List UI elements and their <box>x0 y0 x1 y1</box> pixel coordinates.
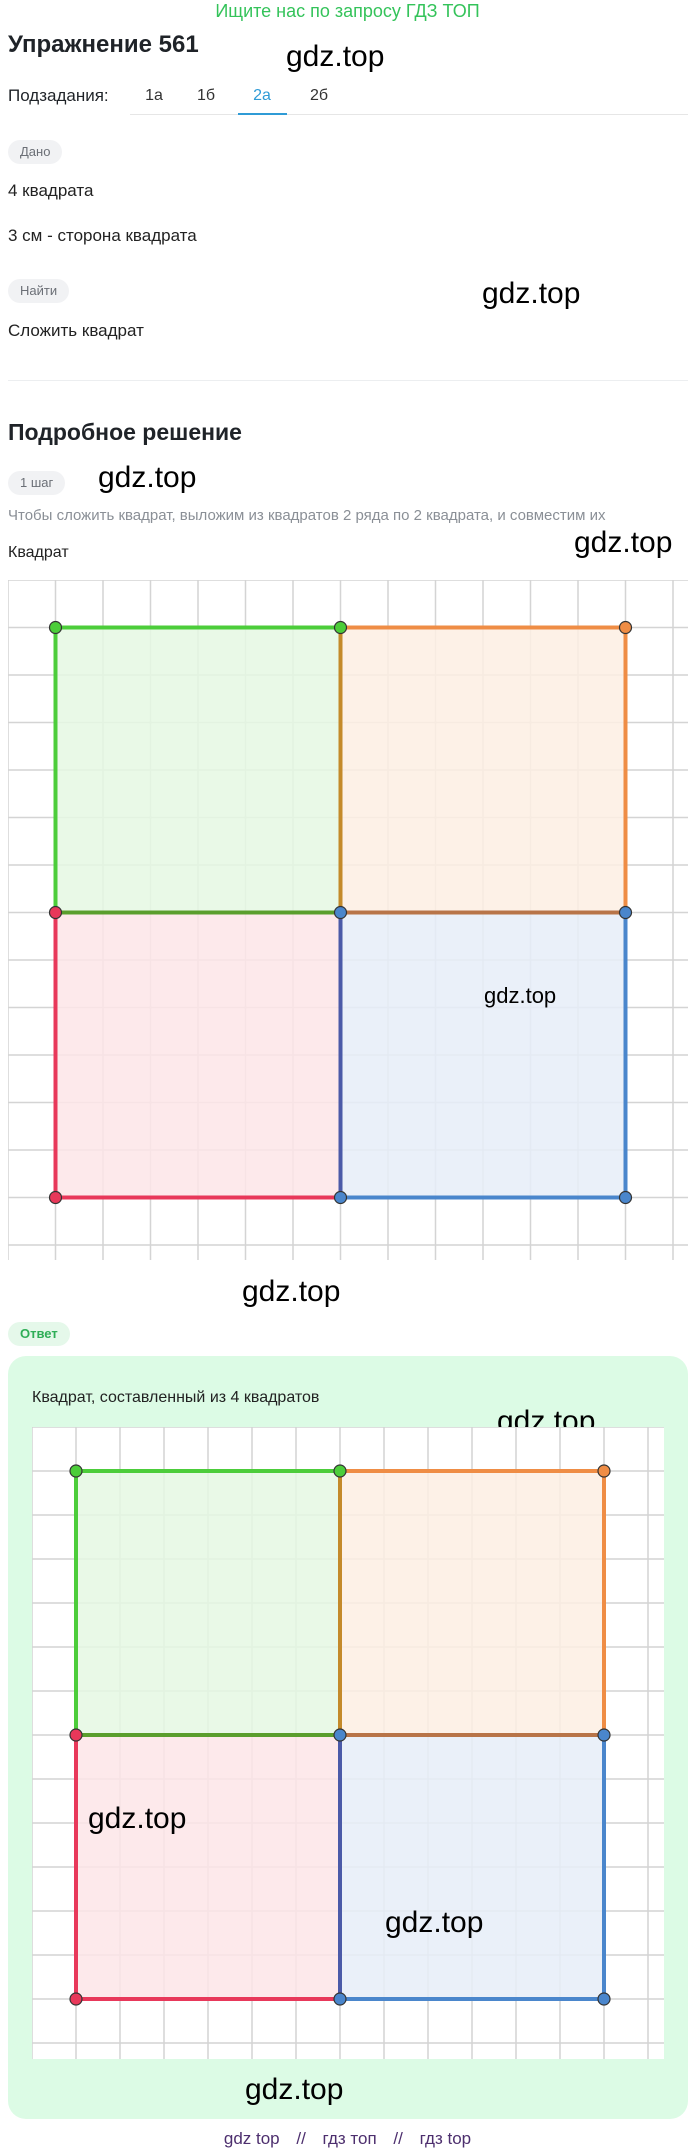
step-pill: 1 шаг <box>8 471 66 495</box>
watermark: gdz.top <box>245 2073 344 2106</box>
watermark: gdz.top <box>482 277 581 310</box>
vertex-point <box>69 1992 83 2006</box>
vertex-point <box>597 1992 611 2006</box>
answer-squares-figure <box>32 1427 664 2059</box>
square-bottom-right <box>340 1735 604 1999</box>
find-pill: Найти <box>8 279 70 303</box>
footer: gdz top // гдз топ // гдз top <box>0 2128 695 2150</box>
tab-2a[interactable]: 2а <box>253 87 271 104</box>
vertex-point <box>69 1464 83 1478</box>
watermark: gdz.top <box>385 1906 484 1939</box>
tabs-divider <box>130 114 688 115</box>
vertex-point <box>333 620 348 635</box>
square-top-left <box>76 1471 340 1735</box>
step-text: Чтобы сложить квадрат, выложим из квадра… <box>8 507 606 524</box>
section-divider <box>8 380 688 381</box>
given-line-2: 3 см - сторона квадрата <box>8 226 197 245</box>
watermark: gdz.top <box>286 40 385 73</box>
footer-link[interactable]: гдз top <box>419 2129 472 2148</box>
vertex-point <box>333 905 348 920</box>
vertex-point <box>618 1190 633 1205</box>
square-bottom-left <box>76 1735 340 1999</box>
footer-link[interactable]: gdz top <box>223 2129 280 2148</box>
watermark: gdz.top <box>242 1275 341 1308</box>
given-pill: Дано <box>8 140 63 164</box>
square-top-left <box>55 627 341 913</box>
square-top-right <box>340 1471 604 1735</box>
vertex-point <box>69 1728 83 1742</box>
answer-pill: Ответ <box>8 1322 70 1346</box>
watermark: gdz.top <box>98 461 197 494</box>
page-title: Упражнение 561 <box>8 31 199 58</box>
figure-label: Квадрат <box>8 544 69 561</box>
given-line-1: 4 квадрата <box>8 181 94 200</box>
top-banner: Ищите нас по запросу ГДЗ ТОП <box>215 1 480 21</box>
vertex-point <box>333 1992 347 2006</box>
vertex-point <box>333 1464 347 1478</box>
vertex-point <box>333 1728 347 1742</box>
find-line: Сложить квадрат <box>8 321 144 340</box>
vertex-point <box>48 620 63 635</box>
square-top-right <box>340 627 626 913</box>
vertex-point <box>48 905 63 920</box>
solution-heading: Подробное решение <box>8 419 242 445</box>
footer-separator: // <box>296 2129 306 2148</box>
square-bottom-left <box>55 912 341 1198</box>
watermark: gdz.top <box>574 526 673 559</box>
squares-figure <box>8 580 688 1260</box>
footer-separator: // <box>393 2129 403 2148</box>
squares-group <box>69 1464 611 2006</box>
vertex-point <box>618 620 633 635</box>
vertex-point <box>618 905 633 920</box>
tab-1b[interactable]: 1б <box>196 87 216 104</box>
watermark: gdz.top <box>484 983 557 1008</box>
square-bottom-right <box>340 912 626 1198</box>
vertex-point <box>597 1728 611 1742</box>
vertex-point <box>48 1190 63 1205</box>
watermark: gdz.top <box>88 1802 187 1835</box>
subtasks-label: Подзадания: <box>8 86 109 105</box>
tab-1a[interactable]: 1а <box>145 87 163 104</box>
answer-caption: Квадрат, составленный из 4 квадратов <box>32 1389 320 1406</box>
vertex-point <box>597 1464 611 1478</box>
vertex-point <box>333 1190 348 1205</box>
squares-group <box>48 620 633 1205</box>
active-tab-indicator <box>238 113 287 115</box>
tab-2b[interactable]: 2б <box>309 87 329 104</box>
footer-link[interactable]: гдз топ <box>322 2129 377 2148</box>
